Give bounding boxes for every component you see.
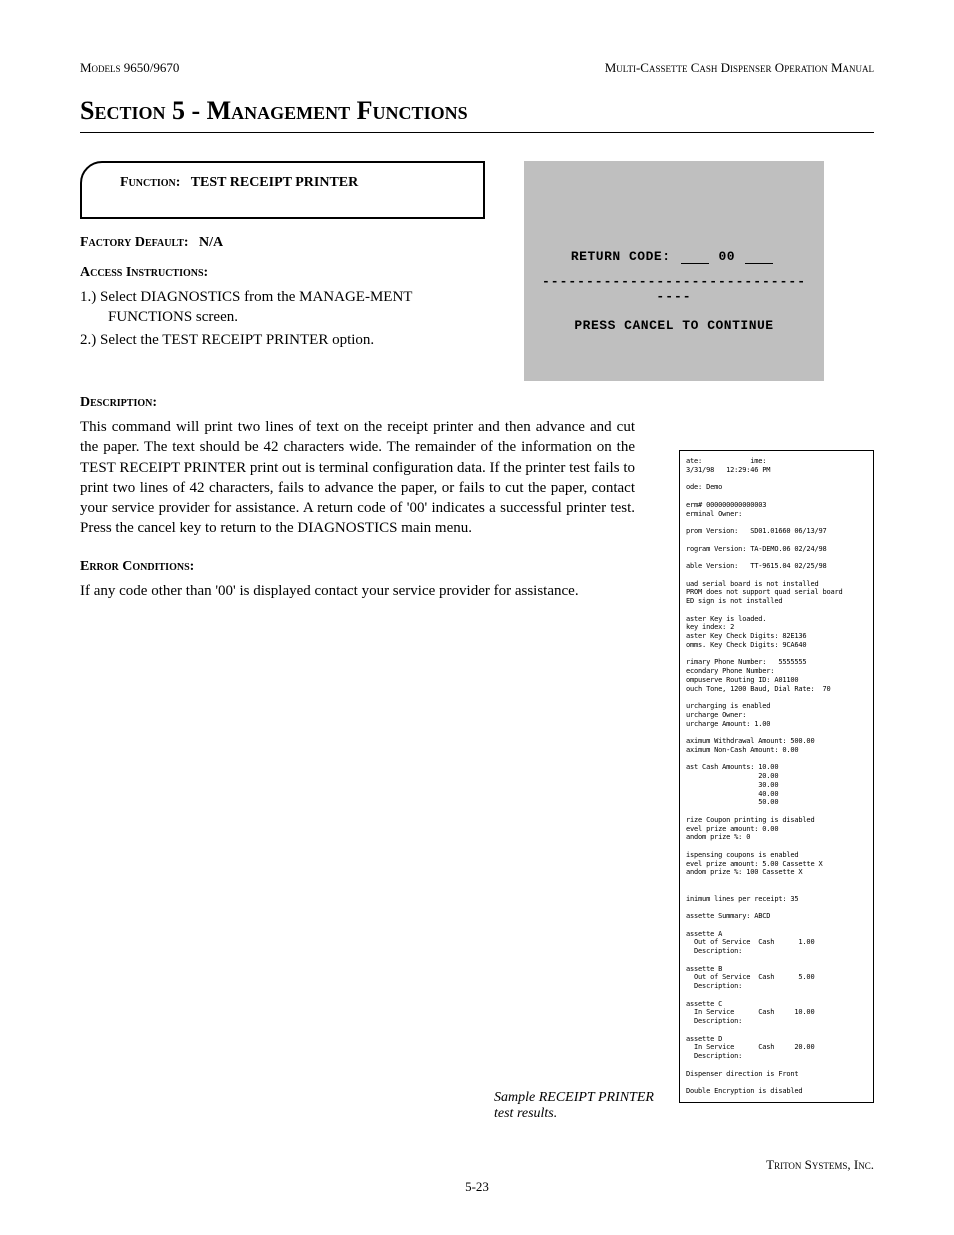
access-step: 1.) Select DIAGNOSTICS from the MANAGE-M… (80, 287, 490, 328)
atm-blank (745, 249, 773, 264)
atm-separator: ---------------------------------- (538, 274, 810, 304)
description-text: This command will print two lines of tex… (80, 417, 635, 539)
page-footer: Triton Systems, Inc. 5-23 (80, 1157, 874, 1195)
access-label: Access Instructions: (80, 265, 490, 281)
footer-page: 5-23 (80, 1179, 874, 1195)
error-text: If any code other than '00' is displayed… (80, 581, 635, 601)
section-title: Section 5 - Management Functions (80, 96, 874, 126)
factory-default-value: N/A (199, 235, 223, 250)
receipt-caption: Sample RECEIPT PRINTER test results. (494, 1090, 654, 1122)
page-header: Models 9650/9670 Multi-Cassette Cash Dis… (80, 60, 874, 76)
function-name: TEST RECEIPT PRINTER (191, 175, 359, 190)
header-right: Multi-Cassette Cash Dispenser Operation … (605, 60, 874, 76)
atm-screen: RETURN CODE: 00 ------------------------… (524, 161, 824, 381)
access-steps: 1.) Select DIAGNOSTICS from the MANAGE-M… (80, 287, 490, 350)
factory-default-row: Factory Default: N/A (80, 235, 490, 251)
atm-return-code-value: 00 (719, 249, 736, 264)
header-left: Models 9650/9670 (80, 60, 179, 76)
atm-return-code-label: RETURN CODE: (571, 249, 671, 264)
atm-blank (681, 249, 709, 264)
title-rule (80, 132, 874, 133)
factory-default-label: Factory Default: (80, 235, 189, 250)
receipt-sample: ate: ime: 3/31/98 12:29:46 PM ode: Demo … (679, 450, 874, 1103)
footer-company: Triton Systems, Inc. (80, 1157, 874, 1173)
description-label: Description: (80, 395, 874, 411)
access-step: 2.) Select the TEST RECEIPT PRINTER opti… (80, 330, 490, 350)
function-prefix: Function: (120, 175, 180, 190)
function-box: Function: TEST RECEIPT PRINTER (80, 161, 485, 219)
atm-cancel-text: PRESS CANCEL TO CONTINUE (538, 318, 810, 333)
receipt-text: ate: ime: 3/31/98 12:29:46 PM ode: Demo … (686, 457, 869, 1096)
